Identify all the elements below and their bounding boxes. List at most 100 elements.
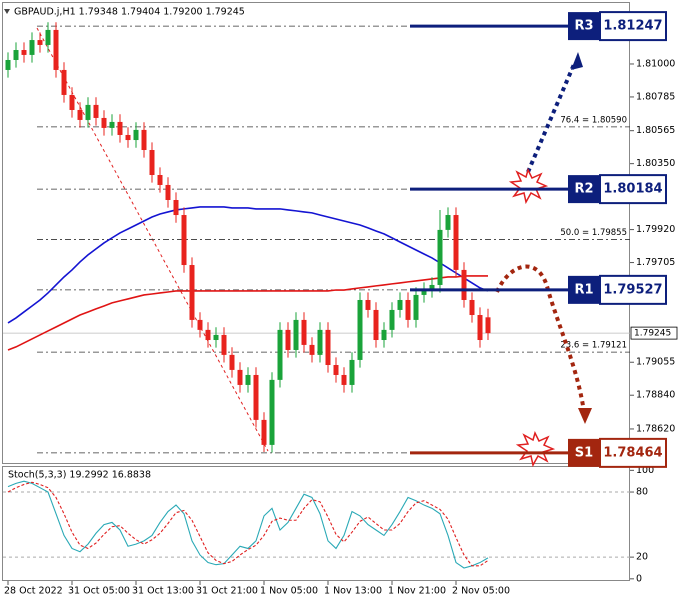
candle-body	[253, 374, 259, 420]
candle-body	[229, 354, 235, 370]
x-tick-label: 2 Nov 05:00	[452, 586, 510, 597]
symbol-icon	[4, 9, 10, 14]
candle-body	[301, 319, 307, 345]
candle-body	[61, 69, 67, 95]
x-tick-label: 1 Nov 05:00	[260, 586, 318, 597]
candle-body	[149, 150, 155, 176]
candle-body	[189, 265, 195, 320]
y-tick-label: 1.79705	[636, 257, 675, 268]
level-name-box	[568, 275, 600, 304]
level-name: R1	[574, 282, 593, 297]
y-tick-label: 80	[636, 487, 648, 498]
candle-body	[157, 175, 163, 185]
candle-body	[317, 329, 323, 355]
candle-body	[405, 299, 411, 320]
candle-body	[141, 129, 147, 151]
candle-body	[333, 365, 339, 375]
level-value-box	[599, 437, 667, 468]
candle-body	[485, 317, 491, 334]
candle-body	[181, 215, 187, 266]
y-tick-label: 1.78620	[636, 423, 675, 434]
candle-body	[357, 299, 363, 360]
moving-average	[7, 206, 489, 324]
x-tick-label: 31 Oct 21:00	[196, 586, 258, 597]
candle-body	[429, 284, 435, 291]
candle-body	[37, 40, 43, 45]
y-tick-label: 1.79920	[636, 224, 675, 235]
level-value-box	[599, 11, 667, 42]
x-tick-label: 1 Nov 21:00	[388, 586, 446, 597]
candle-body	[5, 59, 11, 70]
candle-body	[421, 290, 427, 295]
y-tick-label: 20	[636, 552, 648, 563]
candle-body	[349, 359, 355, 385]
level-value: 1.81247	[603, 19, 662, 34]
level-name-box	[568, 12, 600, 41]
level-value-box	[599, 274, 667, 305]
candle-body	[213, 334, 219, 341]
main-pane-frame	[2, 2, 630, 464]
candle-body	[477, 315, 483, 341]
candle-body	[205, 329, 211, 341]
x-tick-label: 31 Oct 13:00	[132, 586, 194, 597]
candle-body	[77, 109, 83, 120]
y-tick-label: 1.78840	[636, 390, 675, 401]
level-value: 1.79527	[603, 282, 662, 297]
stoch-pane-frame	[2, 466, 630, 581]
candle-body	[221, 334, 227, 355]
arrowhead	[571, 52, 583, 70]
level-value: 1.78464	[603, 445, 662, 460]
candle-body	[69, 94, 75, 110]
burst-icon	[515, 430, 556, 468]
candle-body	[109, 121, 115, 128]
candle-body	[277, 329, 283, 380]
candle-body	[413, 294, 419, 320]
candle-body	[125, 134, 131, 141]
candle-body	[293, 319, 299, 350]
candle-body	[93, 104, 99, 118]
candle-body	[469, 299, 475, 316]
fib-label: 50.0 = 1.79855	[560, 228, 627, 238]
candle-body	[397, 299, 403, 310]
candle-body	[453, 215, 459, 270]
candle-body	[389, 309, 395, 330]
level-name-box	[568, 438, 600, 467]
candle-body	[325, 329, 331, 366]
fib-label: 76.4 = 1.80590	[560, 115, 627, 125]
candle-body	[341, 374, 347, 385]
x-tick-label: 31 Oct 05:00	[68, 586, 130, 597]
x-tick-label: 1 Nov 13:00	[324, 586, 382, 597]
candle-body	[133, 129, 139, 141]
burst-icon	[508, 167, 549, 205]
level-value-box	[599, 174, 667, 205]
candle-body	[437, 229, 443, 285]
y-tick-label: 1.81000	[636, 58, 675, 69]
x-tick-label: 28 Oct 2022	[4, 586, 63, 597]
arrowhead	[578, 408, 592, 424]
candle-body	[21, 50, 27, 55]
y-tick-label: 0	[636, 573, 642, 584]
plot-layer: 1.81000 1.80785 1.80565 1.80350 1.79920 1.797…	[3, 22, 675, 597]
candle-body	[381, 329, 387, 341]
level-name: R3	[574, 19, 593, 34]
candle-body	[285, 329, 291, 350]
candle-body	[365, 299, 371, 310]
candle-body	[461, 269, 467, 300]
up-arrow	[526, 61, 577, 173]
stoch-line	[7, 481, 489, 567]
level-name: R2	[574, 182, 593, 197]
candle-body	[245, 374, 251, 385]
candle-body	[445, 215, 451, 230]
candle-body	[309, 344, 315, 355]
level-name: S1	[575, 445, 593, 460]
moving-average	[7, 275, 488, 351]
last-price-label: 1.79245	[634, 329, 671, 339]
y-tick-label: 1.80350	[636, 158, 675, 169]
chart-header: GBPAUD.j,H1 1.79348 1.79404 1.79200 1.79…	[14, 7, 245, 18]
candle-body	[45, 29, 51, 45]
candle-body	[197, 319, 203, 330]
stoch-line	[7, 480, 489, 569]
stoch-header: Stoch(5,3,3) 19.2992 16.8838	[8, 470, 151, 481]
